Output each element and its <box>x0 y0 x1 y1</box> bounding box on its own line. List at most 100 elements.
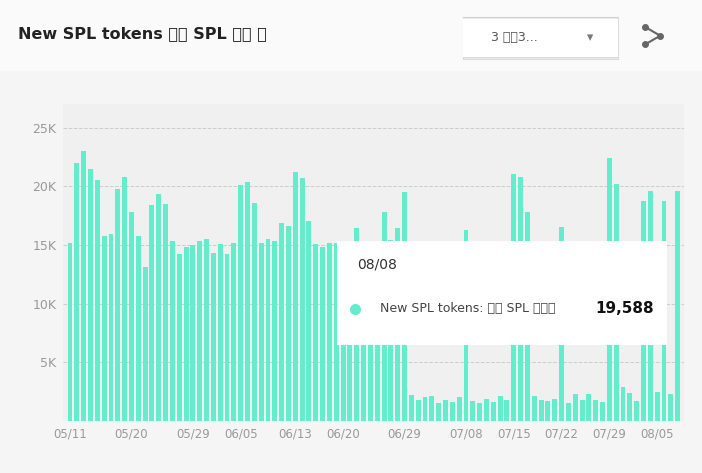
Bar <box>538 400 543 421</box>
Bar <box>327 243 332 421</box>
Bar <box>135 236 140 421</box>
Bar <box>511 175 516 421</box>
Text: ▾: ▾ <box>587 31 593 44</box>
Bar <box>143 267 147 421</box>
Bar <box>628 393 633 421</box>
Bar <box>197 241 202 421</box>
Bar <box>402 192 407 421</box>
Text: 19,588: 19,588 <box>595 301 654 316</box>
Text: 3 个月3...: 3 个月3... <box>491 31 538 44</box>
FancyBboxPatch shape <box>327 238 677 349</box>
Bar <box>252 202 257 421</box>
Bar <box>463 230 468 421</box>
Bar <box>347 257 352 421</box>
Bar <box>170 241 175 421</box>
Bar <box>525 212 530 421</box>
Bar <box>265 239 270 421</box>
Bar <box>307 221 312 421</box>
Bar <box>293 172 298 421</box>
Bar <box>593 400 598 421</box>
Bar <box>505 400 510 421</box>
Bar <box>559 228 564 421</box>
Bar <box>204 239 209 421</box>
Bar <box>102 236 107 421</box>
Bar <box>279 223 284 421</box>
Bar <box>484 399 489 421</box>
Bar <box>211 253 216 421</box>
Bar <box>320 247 325 421</box>
FancyBboxPatch shape <box>324 238 680 352</box>
Bar <box>95 180 100 421</box>
Bar <box>423 397 428 421</box>
Bar <box>600 402 605 421</box>
Bar <box>470 401 475 421</box>
Bar <box>157 194 161 421</box>
Bar <box>634 401 639 421</box>
Bar <box>655 392 660 421</box>
Bar <box>150 205 154 421</box>
Bar <box>580 400 585 421</box>
Bar <box>375 243 380 421</box>
Bar <box>313 244 318 421</box>
Bar <box>614 184 618 421</box>
Bar <box>286 226 291 421</box>
Bar <box>388 240 393 421</box>
Bar <box>238 185 243 421</box>
Text: ▾: ▾ <box>587 31 593 44</box>
Bar <box>368 244 373 421</box>
Bar <box>88 168 93 421</box>
Bar <box>115 189 120 421</box>
Bar <box>218 244 223 421</box>
Bar <box>457 397 462 421</box>
Bar <box>648 191 653 421</box>
Bar <box>621 387 625 421</box>
Bar <box>190 245 195 421</box>
Bar <box>232 243 237 421</box>
Bar <box>340 243 345 421</box>
Bar <box>225 254 230 421</box>
Bar <box>259 243 264 421</box>
Bar <box>430 396 435 421</box>
Text: 3 个月3...: 3 个月3... <box>491 31 538 44</box>
Bar <box>477 403 482 421</box>
Bar <box>184 247 189 421</box>
Bar <box>661 201 666 421</box>
Bar <box>334 243 339 421</box>
Bar <box>395 228 400 421</box>
Bar <box>491 402 496 421</box>
Bar <box>129 212 134 421</box>
Bar <box>675 191 680 421</box>
FancyBboxPatch shape <box>462 18 619 58</box>
Bar <box>74 163 79 421</box>
Bar <box>272 241 277 421</box>
Text: New SPL tokens 新的 SPL 代币 ⓘ: New SPL tokens 新的 SPL 代币 ⓘ <box>18 26 267 42</box>
Bar <box>81 151 86 421</box>
Bar <box>545 401 550 421</box>
Text: 08/08: 08/08 <box>357 257 397 271</box>
Bar <box>163 204 168 421</box>
Text: New SPL tokens: 新的 SPL 令牌：: New SPL tokens: 新的 SPL 令牌： <box>380 302 555 315</box>
Bar <box>245 182 250 421</box>
Bar <box>573 394 578 421</box>
Bar <box>436 403 441 421</box>
Bar <box>355 228 359 421</box>
Bar <box>409 395 413 421</box>
Bar <box>552 399 557 421</box>
Bar <box>641 201 646 421</box>
Bar <box>361 260 366 421</box>
Bar <box>122 177 127 421</box>
Bar <box>177 254 182 421</box>
Bar <box>382 212 387 421</box>
Bar <box>498 396 503 421</box>
Bar <box>566 403 571 421</box>
Bar <box>443 400 448 421</box>
Bar <box>607 158 612 421</box>
Bar <box>532 396 537 421</box>
Bar <box>586 394 591 421</box>
Bar <box>67 243 72 421</box>
Bar <box>518 177 523 421</box>
Bar <box>668 394 673 421</box>
Bar <box>109 234 114 421</box>
Bar <box>450 402 455 421</box>
Bar <box>416 400 420 421</box>
